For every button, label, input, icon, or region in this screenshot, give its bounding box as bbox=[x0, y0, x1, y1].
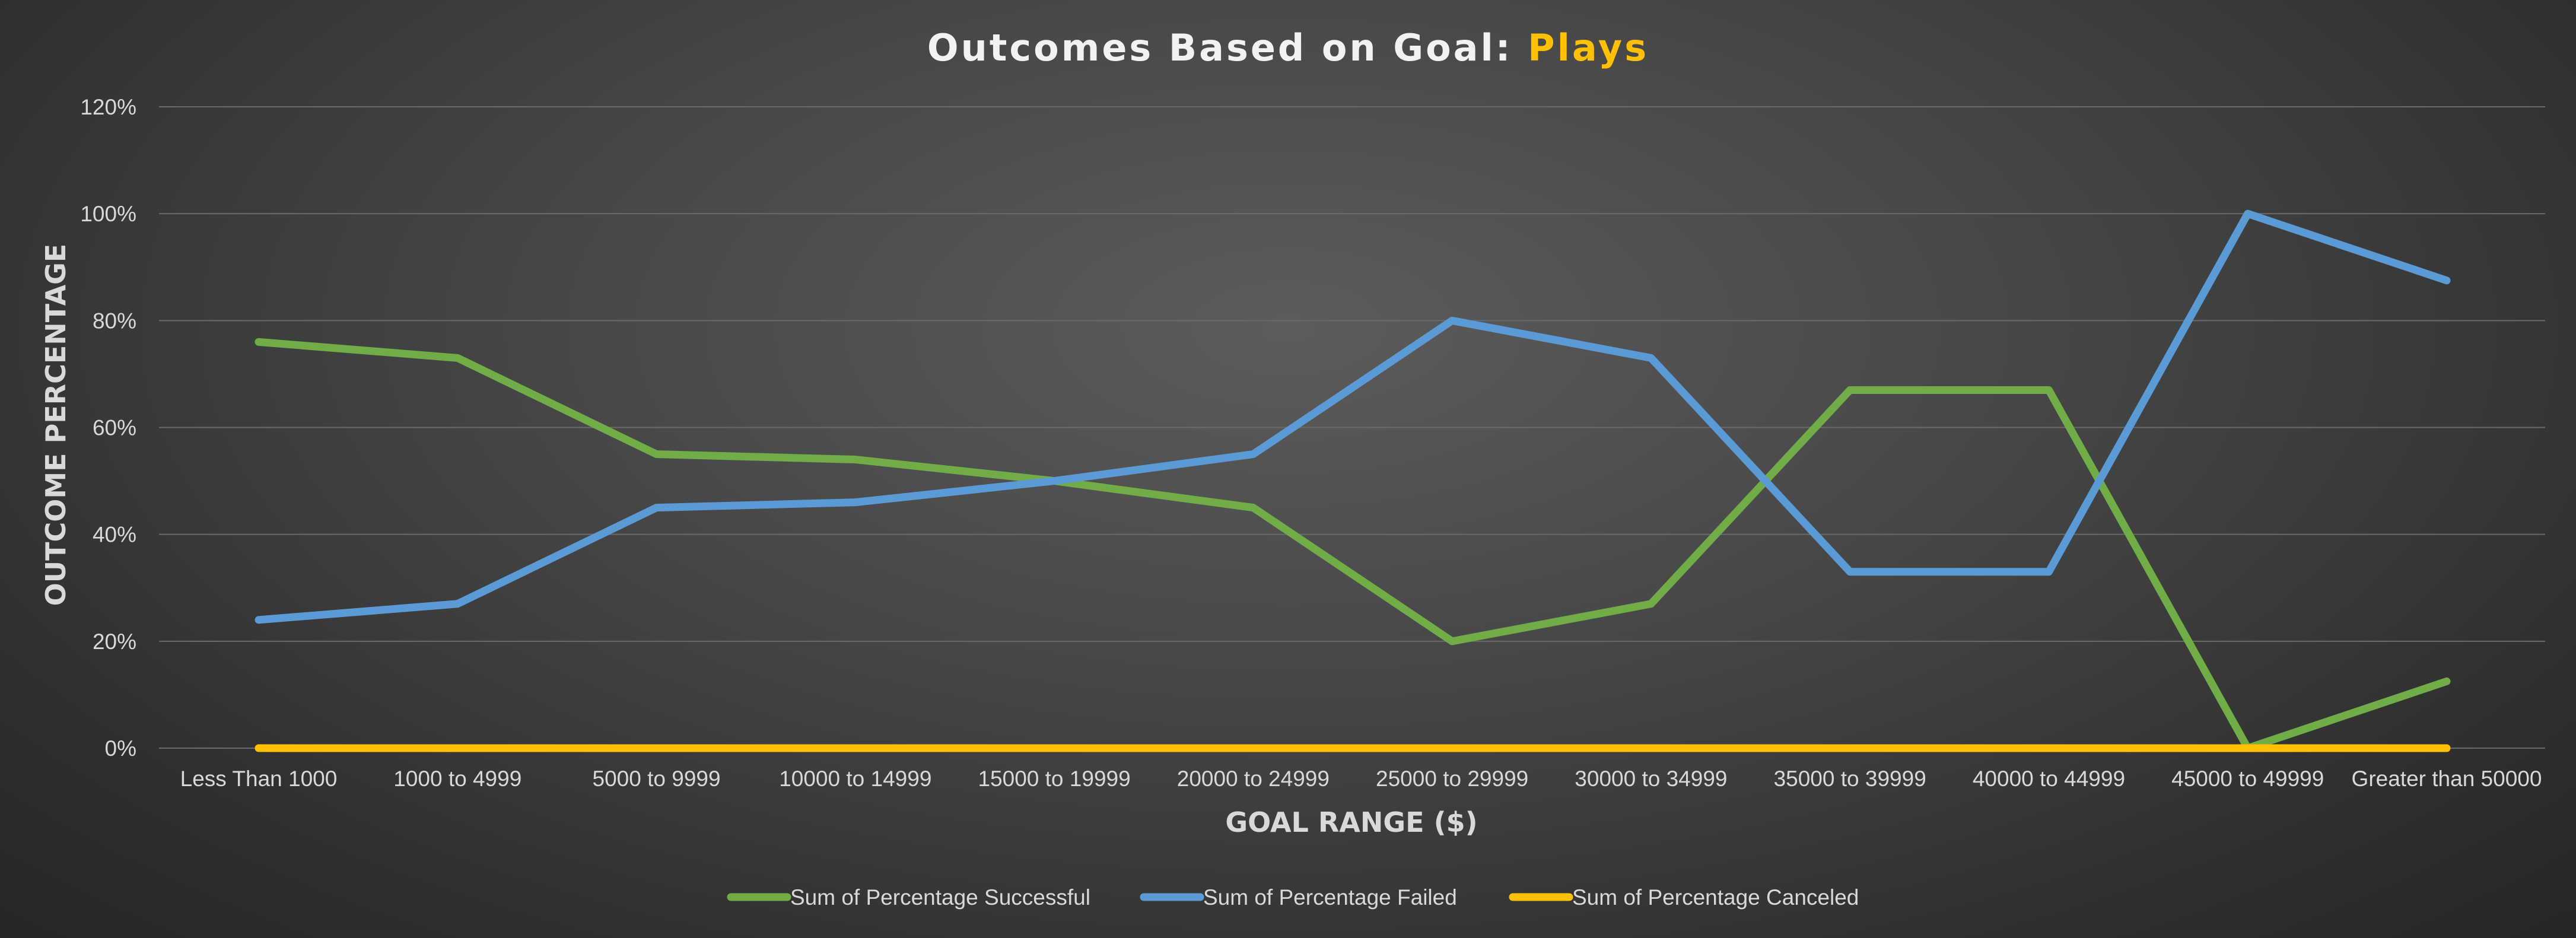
y-tick-label: 40% bbox=[93, 523, 136, 547]
x-tick-label: 20000 to 24999 bbox=[1177, 767, 1330, 791]
y-tick-label: 0% bbox=[105, 736, 136, 761]
y-tick-label: 60% bbox=[93, 416, 136, 440]
x-tick-label: 10000 to 14999 bbox=[779, 767, 931, 791]
y-axis-ticks: 0% 20% 40% 60% 80% 100% 120% bbox=[80, 95, 136, 761]
series-line-1 bbox=[255, 209, 2451, 624]
x-tick-label: 45000 to 49999 bbox=[2171, 767, 2324, 791]
series-line-0 bbox=[255, 338, 2451, 752]
y-tick-label: 120% bbox=[80, 95, 136, 119]
x-tick-label: 35000 to 39999 bbox=[1774, 767, 1926, 791]
x-tick-label: 15000 to 19999 bbox=[978, 767, 1130, 791]
x-tick-label: 40000 to 44999 bbox=[1973, 767, 2125, 791]
legend-label: Sum of Percentage Successful bbox=[790, 885, 1090, 910]
x-tick-label: 1000 to 4999 bbox=[393, 767, 521, 791]
gridlines bbox=[159, 106, 2545, 749]
x-tick-label: Greater than 50000 bbox=[2352, 767, 2542, 791]
y-tick-label: 80% bbox=[93, 309, 136, 333]
x-axis-ticks: Less Than 1000 1000 to 4999 5000 to 9999 10… bbox=[180, 767, 2542, 791]
x-tick-label: Less Than 1000 bbox=[180, 767, 338, 791]
x-tick-label: 25000 to 29999 bbox=[1376, 767, 1528, 791]
legend: Sum of Percentage Successful Sum of Perce… bbox=[727, 885, 1859, 910]
y-tick-label: 20% bbox=[93, 629, 136, 654]
series-lines bbox=[255, 209, 2451, 752]
chart-title-highlight: Plays bbox=[1528, 26, 1649, 69]
chart-title-main: Outcomes Based on Goal: bbox=[927, 26, 1528, 69]
x-axis-title: GOAL RANGE ($) bbox=[1225, 806, 1477, 838]
legend-label: Sum of Percentage Canceled bbox=[1572, 885, 1859, 910]
x-tick-label: 5000 to 9999 bbox=[593, 767, 721, 791]
y-tick-label: 100% bbox=[80, 202, 136, 226]
x-tick-label: 30000 to 34999 bbox=[1575, 767, 1727, 791]
chart-title: Outcomes Based on Goal: Plays bbox=[927, 26, 1649, 69]
y-axis-title: OUTCOME PERCENTAGE bbox=[40, 244, 72, 606]
legend-label: Sum of Percentage Failed bbox=[1203, 885, 1457, 910]
